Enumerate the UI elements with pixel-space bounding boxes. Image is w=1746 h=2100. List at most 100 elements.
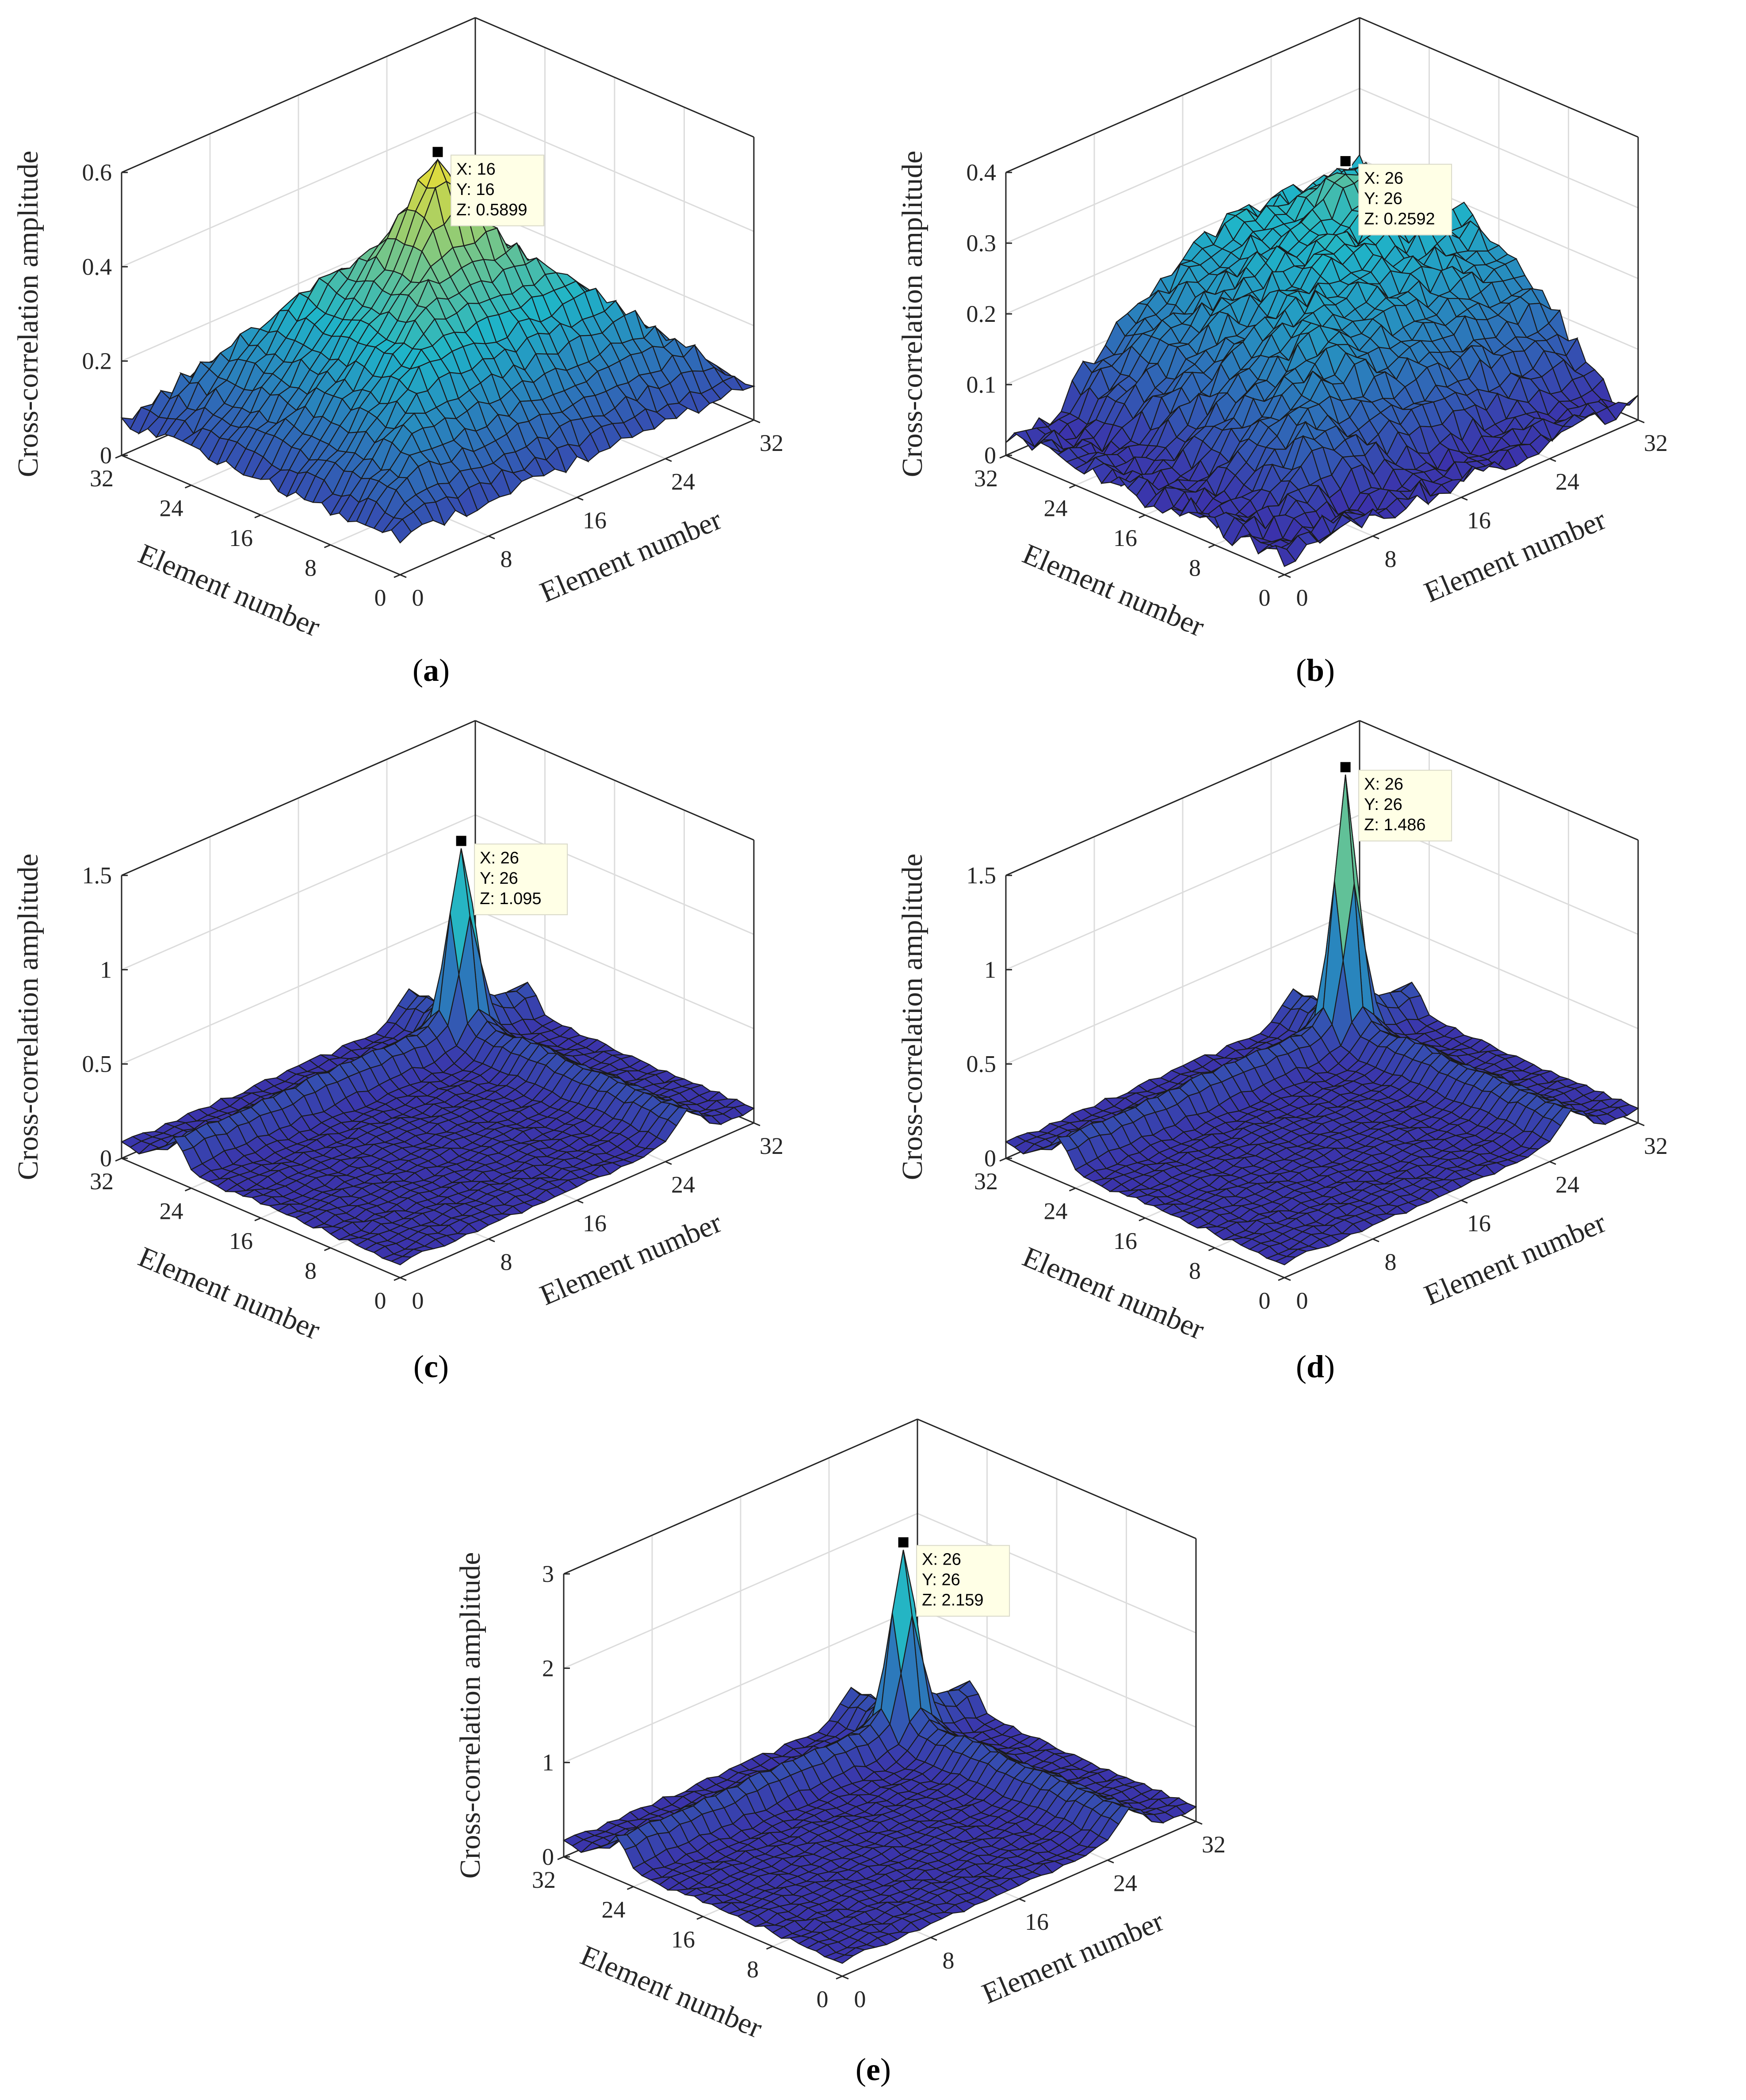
data-tip-marker xyxy=(431,145,444,159)
y-tick-label: 32 xyxy=(90,1168,114,1195)
data-tip-line: Z: 1.486 xyxy=(1364,816,1425,834)
z-tick-label: 1.5 xyxy=(82,862,112,889)
data-tip-line: Z: 0.5899 xyxy=(456,201,527,219)
x-tick xyxy=(1549,1161,1556,1165)
data-tip-line: Y: 26 xyxy=(1364,190,1402,208)
x-tick xyxy=(1638,1122,1645,1126)
data-tip-box xyxy=(474,844,568,916)
box-edge xyxy=(475,720,754,841)
y-tick xyxy=(254,514,261,519)
x-tick-label: 24 xyxy=(1555,1172,1579,1198)
z-tick-label: 0 xyxy=(984,442,996,469)
data-tip-box xyxy=(451,154,544,226)
y-tick-label: 0 xyxy=(1259,584,1271,611)
caption-b: (b) xyxy=(1295,653,1335,688)
y-tick-label: 8 xyxy=(1189,1258,1201,1284)
data-tip-marker xyxy=(455,834,468,848)
z-tick-label: 0 xyxy=(100,1145,112,1172)
box-edge xyxy=(917,1418,1196,1539)
y-tick xyxy=(394,1277,401,1281)
z-tick-label: 0.2 xyxy=(82,348,112,374)
box-edge xyxy=(121,720,476,876)
x-tick xyxy=(1372,1238,1379,1242)
y-axis-label: Element number xyxy=(1018,1241,1209,1346)
y-tick-label: 8 xyxy=(305,1258,317,1284)
z-gridline xyxy=(1005,814,1639,970)
y-tick xyxy=(394,574,401,578)
x-tick-label: 16 xyxy=(1467,507,1491,534)
surface-patch xyxy=(1274,1256,1297,1266)
z-gridline xyxy=(563,1418,1196,1575)
z-tick-label: 0.5 xyxy=(967,1051,997,1077)
x-axis-label: Element number xyxy=(1420,1207,1611,1312)
y-tick-label: 16 xyxy=(229,525,253,551)
y-tick xyxy=(999,454,1006,459)
y-tick xyxy=(1069,485,1076,489)
y-tick xyxy=(1139,514,1146,519)
y-tick xyxy=(999,1157,1006,1162)
z-gridline xyxy=(1005,17,1639,173)
data-tip-line: Y: 26 xyxy=(480,869,518,888)
x-tick-label: 24 xyxy=(671,1172,695,1198)
x-tick xyxy=(665,1161,672,1165)
x-tick xyxy=(665,458,672,462)
y-tick-label: 16 xyxy=(1113,1228,1137,1254)
data-tip: X: 26Y: 26Z: 1.486 xyxy=(1339,760,1452,842)
x-tick xyxy=(577,1199,584,1204)
panel-d: 0 8 16 24 32 0 8 16 24 32 0 0.5 1 1.5 Element number El… xyxy=(884,703,1746,1375)
y-tick xyxy=(1208,544,1215,548)
z-tick-label: 0.5 xyxy=(82,1051,112,1077)
data-tip: X: 16Y: 16Z: 0.5899 xyxy=(431,145,544,226)
y-tick xyxy=(324,544,331,548)
panel-e: 0 8 16 24 32 0 8 16 24 32 0 1 2 3 Element number Elemen… xyxy=(442,1401,1304,2073)
data-tip-line: X: 26 xyxy=(1364,169,1403,188)
data-tip-box xyxy=(1358,164,1452,236)
y-tick-label: 24 xyxy=(160,495,183,522)
data-tip-line: X: 16 xyxy=(456,160,496,179)
caption-d: (d) xyxy=(1295,1349,1335,1384)
x-axis-label: Element number xyxy=(1420,504,1611,609)
surface xyxy=(1005,153,1639,567)
z-gridline xyxy=(121,814,754,970)
z-tick-label: 1 xyxy=(984,956,996,983)
data-tip-marker xyxy=(1339,155,1352,168)
data-tip-line: Z: 1.095 xyxy=(480,890,541,908)
y-tick xyxy=(324,1247,331,1251)
z-tick-label: 0.4 xyxy=(967,159,997,186)
x-tick xyxy=(577,496,584,501)
z-tick-label: 0.6 xyxy=(82,159,112,186)
x-axis-label: Element number xyxy=(535,504,726,609)
y-tick-label: 8 xyxy=(1189,555,1201,581)
y-tick-label: 0 xyxy=(374,1287,386,1314)
y-tick-label: 32 xyxy=(90,465,114,492)
box-edge xyxy=(1005,720,1360,876)
y-tick xyxy=(115,454,122,459)
data-tip-line: Z: 0.2592 xyxy=(1364,210,1435,229)
z-tick-label: 1.5 xyxy=(967,862,997,889)
surface xyxy=(1005,775,1639,1266)
z-tick-label: 0.1 xyxy=(967,371,997,398)
z-tick-label: 0.2 xyxy=(967,301,997,327)
x-tick xyxy=(1284,574,1291,578)
y-tick xyxy=(184,485,192,489)
z-tick-label: 0 xyxy=(984,1145,996,1172)
x-tick xyxy=(1461,496,1468,501)
surface xyxy=(120,848,755,1266)
y-tick-label: 0 xyxy=(374,584,386,611)
x-tick xyxy=(400,1277,407,1281)
x-tick xyxy=(400,574,407,578)
surface-patch xyxy=(390,1256,413,1266)
x-tick xyxy=(488,1238,495,1242)
y-tick-label: 8 xyxy=(305,555,317,581)
y-tick xyxy=(184,1187,192,1191)
x-tick-label: 24 xyxy=(671,469,695,495)
z-tick-label: 0.4 xyxy=(82,253,112,280)
surface-patch xyxy=(390,518,412,544)
y-tick-label: 32 xyxy=(974,465,998,492)
y-tick-label: 0 xyxy=(1259,1287,1271,1314)
box-edge xyxy=(1359,720,1639,841)
y-tick-label: 24 xyxy=(1044,495,1068,522)
x-tick-label: 0 xyxy=(1296,584,1308,611)
